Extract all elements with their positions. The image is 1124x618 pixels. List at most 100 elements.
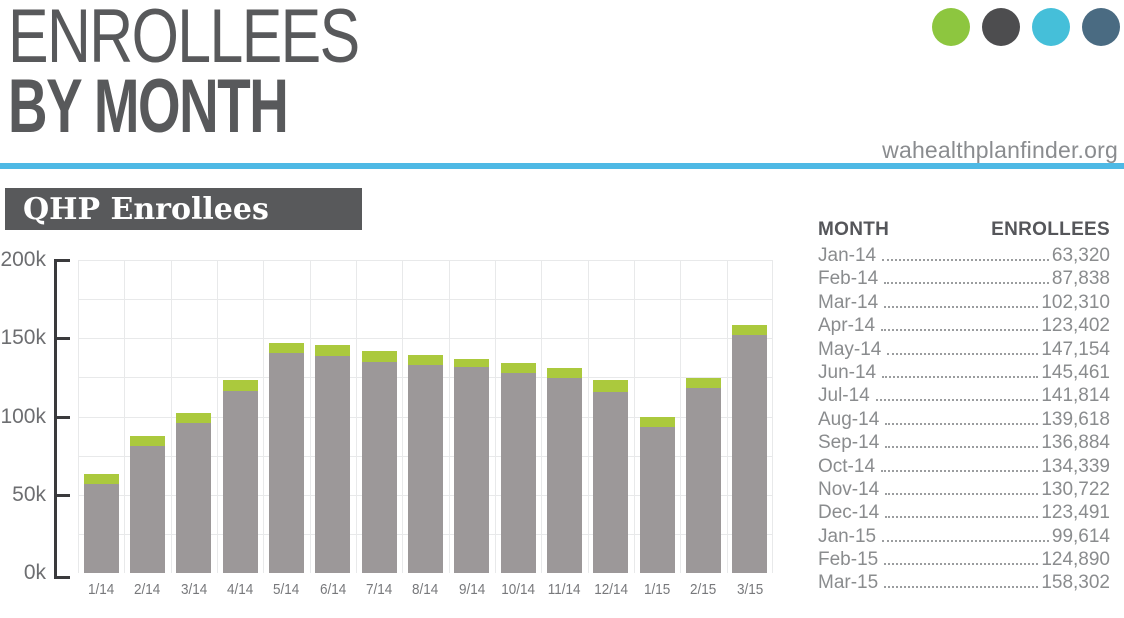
dotted-leader xyxy=(885,504,1039,519)
gridline-vertical xyxy=(356,260,357,573)
dotted-leader xyxy=(884,574,1039,589)
x-axis-label: 2/15 xyxy=(690,581,717,598)
bar-3/15 xyxy=(732,325,768,573)
bar-segment-base xyxy=(639,427,675,573)
x-axis-label: 5/14 xyxy=(273,581,300,598)
table-row: Sep-14 136,884 xyxy=(818,432,1110,455)
table-cell-month: May-14 xyxy=(818,338,882,360)
y-axis-tick xyxy=(54,493,70,497)
table-cell-enrollees: 145,461 xyxy=(1041,361,1110,383)
gridline-vertical xyxy=(726,260,728,573)
x-axis-label: 8/14 xyxy=(412,581,439,598)
x-axis-label: 11/14 xyxy=(548,581,581,598)
page-title-line2: BY MONTH xyxy=(8,64,289,149)
table-cell-enrollees: 102,310 xyxy=(1041,291,1110,313)
dotted-leader xyxy=(884,294,1039,308)
table-body: Jan-14 63,320 Feb-14 87,838 Mar-14 102,310 Apr… xyxy=(818,245,1110,596)
y-axis-label: 0k xyxy=(23,561,46,584)
table-cell-month: Jun-14 xyxy=(818,361,877,383)
bar-segment-cap xyxy=(130,435,165,446)
gridline-vertical xyxy=(124,260,126,573)
dotted-leader xyxy=(882,364,1039,378)
bar-segment-base xyxy=(176,423,212,573)
bar-2/14 xyxy=(130,435,165,573)
table-row: Aug-14 139,618 xyxy=(818,409,1110,432)
table-header-month: MONTH xyxy=(818,219,890,240)
gridline-vertical xyxy=(448,260,450,573)
gray-dot-icon xyxy=(982,8,1020,46)
bar-segment-base xyxy=(547,377,582,573)
gridline-vertical xyxy=(495,260,496,573)
slate-dot-icon xyxy=(1082,8,1120,46)
table-row: Nov-14 130,722 xyxy=(818,479,1110,502)
dotted-leader xyxy=(884,551,1039,566)
bar-segment-base xyxy=(686,387,721,573)
gridline-vertical xyxy=(402,260,404,573)
brand-logo-dots xyxy=(932,8,1120,46)
table-row: May-14 147,154 xyxy=(818,339,1110,362)
bar-segment-cap xyxy=(500,362,536,373)
section-title: QHP Enrollees xyxy=(5,188,362,230)
table-row: Jun-14 145,461 xyxy=(818,362,1110,385)
y-axis-tick xyxy=(54,337,70,341)
bar-1/15 xyxy=(639,417,675,573)
x-axis-label: 12/14 xyxy=(593,581,628,598)
bar-3/14 xyxy=(176,412,212,573)
gridline-horizontal xyxy=(78,299,773,301)
table-cell-enrollees: 63,320 xyxy=(1051,245,1110,266)
bar-1/14 xyxy=(83,473,119,573)
table-cell-enrollees: 123,491 xyxy=(1041,502,1110,524)
bar-2/15 xyxy=(686,377,721,573)
bar-segment-cap xyxy=(547,368,582,378)
gridline-vertical xyxy=(680,260,682,573)
table-cell-enrollees: 99,614 xyxy=(1051,525,1110,547)
table-cell-enrollees: 87,838 xyxy=(1051,268,1110,290)
x-axis-label: 3/14 xyxy=(180,581,207,598)
gridline-vertical xyxy=(634,260,635,573)
y-axis-tick xyxy=(54,259,70,262)
y-axis-label: 150k xyxy=(0,326,46,350)
bar-segment-base xyxy=(83,484,119,573)
table-cell-enrollees: 124,890 xyxy=(1041,549,1110,571)
bar-8/14 xyxy=(408,354,443,573)
gridline-vertical xyxy=(587,260,589,573)
table-header-enrollees: ENROLLEES xyxy=(991,219,1110,240)
table-row: Mar-14 102,310 xyxy=(818,292,1110,315)
bar-6/14 xyxy=(315,345,351,573)
dotted-leader xyxy=(881,458,1039,472)
bar-segment-base xyxy=(269,352,304,573)
y-axis-label: 50k xyxy=(12,482,46,506)
dotted-leader xyxy=(884,270,1049,285)
table-cell-month: Mar-14 xyxy=(818,291,879,313)
table-cell-month: Dec-14 xyxy=(818,502,880,524)
table-row: Oct-14 134,339 xyxy=(818,456,1110,479)
table-row: Feb-15 124,890 xyxy=(818,549,1110,572)
bar-9/14 xyxy=(454,358,490,573)
x-axis-label: 10/14 xyxy=(501,581,536,598)
table-cell-month: Feb-15 xyxy=(818,549,879,571)
gridline-horizontal xyxy=(78,260,773,261)
green-dot-icon xyxy=(932,8,970,46)
bar-segment-base xyxy=(408,364,443,573)
gridline-vertical xyxy=(170,260,172,573)
bar-segment-cap xyxy=(222,379,258,391)
page-title-line1: ENROLLEES xyxy=(8,0,360,79)
gridline-vertical xyxy=(217,260,218,573)
bar-segment-base xyxy=(315,355,351,573)
table-row: Mar-15 158,302 xyxy=(818,572,1110,595)
bar-segment-base xyxy=(454,367,490,573)
dotted-leader xyxy=(881,317,1039,332)
bar-segment-base xyxy=(593,392,629,573)
gridline-vertical xyxy=(78,260,79,573)
x-axis-label: 2/14 xyxy=(134,581,161,598)
dotted-leader xyxy=(887,341,1039,355)
x-axis-label: 9/14 xyxy=(458,581,485,598)
table-cell-enrollees: 147,154 xyxy=(1041,338,1110,360)
dotted-leader xyxy=(882,528,1049,542)
table-row: Feb-14 87,838 xyxy=(818,268,1110,291)
table-row: Jul-14 141,814 xyxy=(818,385,1110,408)
gridline-horizontal xyxy=(78,338,773,340)
gridline-vertical xyxy=(541,260,543,573)
table-row: Apr-14 123,402 xyxy=(818,315,1110,338)
bar-segment-cap xyxy=(83,473,119,485)
